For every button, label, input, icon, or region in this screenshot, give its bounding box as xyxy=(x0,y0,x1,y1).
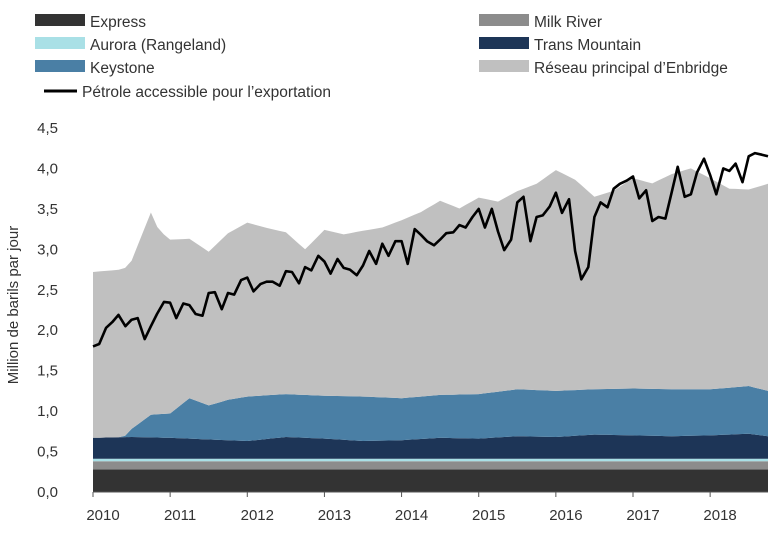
legend-label: Pétrole accessible pour l’exportation xyxy=(82,84,331,101)
y-axis-label: Million de barils par jour xyxy=(5,226,22,384)
legend-item-keystone: Keystone xyxy=(35,60,155,77)
x-axis-ticks: 2010 2011 2012 2013 2014 2015 2016 2017 2018 xyxy=(86,492,737,524)
line-petrole-accessible-pour-l-exportation xyxy=(92,151,769,348)
x-tick-label: 2011 xyxy=(164,507,196,524)
area-milk-river xyxy=(93,461,768,470)
legend-label: Express xyxy=(90,14,146,31)
x-tick-label: 2010 xyxy=(86,507,119,524)
x-tick-label: 2017 xyxy=(626,507,659,524)
legend-swatch xyxy=(479,60,529,72)
legend-label: Réseau principal d’Enbridge xyxy=(534,60,728,77)
y-tick-label: 1,5 xyxy=(37,363,58,380)
legend-label: Aurora (Rangeland) xyxy=(90,37,226,54)
legend-item-reseau-principal-d-enbridge: Réseau principal d’Enbridge xyxy=(479,60,728,77)
y-tick-label: 3,0 xyxy=(37,241,58,258)
y-axis-ticks: 0,0 0,5 1,0 1,5 2,0 2,5 3,0 3,5 4,0 4,5 xyxy=(37,120,58,501)
legend-label: Trans Mountain xyxy=(534,37,641,54)
legend-item-aurora-rangeland: Aurora (Rangeland) xyxy=(35,37,226,54)
legend-item-express: Express xyxy=(35,14,146,31)
legend-swatch xyxy=(479,14,529,26)
legend-item-petrole-accessible-pour-l-exportation: Pétrole accessible pour l’exportation xyxy=(44,84,331,101)
y-tick-label: 2,5 xyxy=(37,282,58,299)
x-tick-label: 2018 xyxy=(703,507,736,524)
area-reseau-principal-d-enbridge xyxy=(93,168,768,438)
y-tick-label: 0,5 xyxy=(37,444,58,461)
legend-item-milk-river: Milk River xyxy=(479,14,602,31)
stacked-areas xyxy=(93,168,768,492)
legend-label: Keystone xyxy=(90,60,155,77)
x-tick-label: 2015 xyxy=(472,507,505,524)
x-tick-label: 2014 xyxy=(395,507,428,524)
area-aurora-rangeland xyxy=(93,458,768,462)
legend-swatch xyxy=(35,37,85,49)
area-trans-mountain xyxy=(93,433,768,459)
x-tick-label: 2013 xyxy=(318,507,351,524)
x-tick-label: 2012 xyxy=(241,507,274,524)
area-keystone xyxy=(93,386,768,441)
y-tick-label: 0,0 xyxy=(37,484,58,501)
y-tick-label: 3,5 xyxy=(37,201,58,218)
legend-swatch xyxy=(479,37,529,49)
legend-swatch xyxy=(35,60,85,72)
export-line-layer xyxy=(92,151,769,348)
legend-label: Milk River xyxy=(534,14,602,31)
y-tick-label: 4,0 xyxy=(37,160,58,177)
legend-item-trans-mountain: Trans Mountain xyxy=(479,37,641,54)
legend: Express Milk River Aurora (Rangeland) Trans… xyxy=(35,14,728,101)
x-tick-label: 2016 xyxy=(549,507,582,524)
legend-swatch xyxy=(35,14,85,26)
y-tick-label: 4,5 xyxy=(37,120,58,137)
y-tick-label: 2,0 xyxy=(37,322,58,339)
area-express xyxy=(93,469,768,492)
y-tick-label: 1,0 xyxy=(37,403,58,420)
